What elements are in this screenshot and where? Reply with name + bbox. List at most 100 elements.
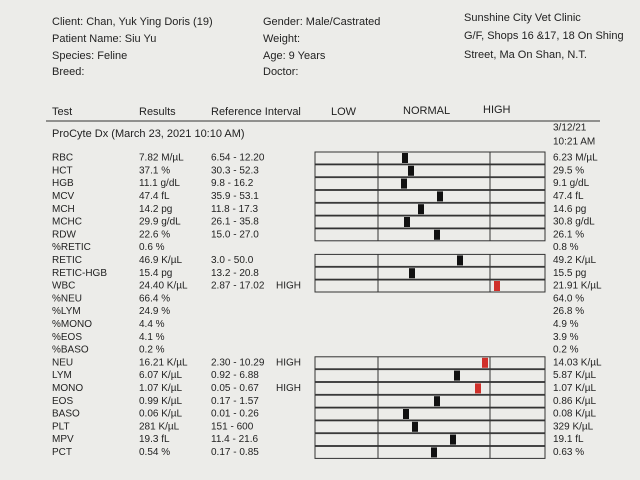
species: Species: Feline <box>52 50 127 62</box>
result: 46.9 K/µL <box>139 255 182 266</box>
previous-result: 0.86 K/µL <box>553 396 596 407</box>
result: 4.1 % <box>139 332 165 343</box>
col-header: LOW <box>331 106 357 118</box>
test-name: HCT <box>52 165 73 176</box>
flag: HIGH <box>276 281 301 292</box>
result: 0.54 % <box>139 447 170 458</box>
reference-range: 30.3 - 52.3 <box>211 165 259 176</box>
result: 0.2 % <box>139 345 165 356</box>
section-title: ProCyte Dx (March 23, 2021 10:10 AM) <box>52 128 245 140</box>
range-marker <box>404 217 410 227</box>
test-name: PLT <box>52 421 70 432</box>
reference-range: 0.17 - 1.57 <box>211 396 259 407</box>
col-header: Results <box>139 106 176 118</box>
previous-time: 10:21 AM <box>553 137 595 148</box>
result: 37.1 % <box>139 165 170 176</box>
previous-result: 14.6 pg <box>553 204 586 215</box>
test-name: WBC <box>52 281 75 292</box>
range-bar <box>314 394 546 408</box>
previous-result: 26.1 % <box>553 229 584 240</box>
reference-range: 26.1 - 35.8 <box>211 217 259 228</box>
test-name: MCV <box>52 191 75 202</box>
previous-result: 49.2 K/µL <box>553 255 596 266</box>
previous-result: 21.91 K/µL <box>553 281 602 292</box>
age: Age: 9 Years <box>263 50 326 62</box>
previous-result: 4.9 % <box>553 319 579 330</box>
range-bar <box>314 189 546 203</box>
range-marker <box>434 229 440 240</box>
range-bar <box>314 445 546 459</box>
range-bar <box>314 177 546 191</box>
reference-range: 6.54 - 12.20 <box>211 153 265 164</box>
range-marker <box>475 383 481 394</box>
range-marker <box>437 191 443 202</box>
reference-range: 0.01 - 0.26 <box>211 409 259 420</box>
gender: Gender: Male/Castrated <box>263 16 380 28</box>
range-bar <box>314 420 546 434</box>
test-name: RDW <box>52 229 76 240</box>
previous-result: 0.8 % <box>553 242 579 253</box>
range-marker <box>450 434 456 445</box>
range-bar <box>314 164 546 178</box>
result: 4.4 % <box>139 319 165 330</box>
previous-result: 5.87 K/µL <box>553 370 596 381</box>
reference-range: 2.87 - 17.02 <box>211 281 265 292</box>
result: 22.6 % <box>139 229 170 240</box>
range-marker <box>403 409 409 419</box>
range-bar <box>314 356 546 370</box>
range-marker <box>408 165 414 176</box>
result: 0.6 % <box>139 242 165 253</box>
result: 24.40 K/µL <box>139 281 188 292</box>
previous-result: 29.5 % <box>553 165 584 176</box>
col-header: NORMAL <box>403 105 450 117</box>
test-name: %BASO <box>52 345 89 356</box>
result: 281 K/µL <box>139 421 180 432</box>
test-name: %NEU <box>52 293 82 304</box>
clinic-line: Street, Ma On Shan, N.T. <box>464 49 587 61</box>
reference-range: 0.92 - 6.88 <box>211 370 259 381</box>
reference-range: 13.2 - 20.8 <box>211 268 259 279</box>
flag: HIGH <box>276 383 301 394</box>
range-marker <box>401 178 407 189</box>
result: 16.21 K/µL <box>139 357 188 368</box>
range-bar <box>314 215 546 229</box>
result: 0.99 K/µL <box>139 396 182 407</box>
test-name: %RETIC <box>52 242 91 253</box>
reference-range: 11.4 - 21.6 <box>211 434 259 445</box>
range-bar <box>314 433 546 447</box>
previous-result: 47.4 fL <box>553 191 584 202</box>
result: 15.4 pg <box>139 268 172 279</box>
test-name: MPV <box>52 434 74 445</box>
reference-range: 15.0 - 27.0 <box>211 229 259 240</box>
clinic-line: Sunshine City Vet Clinic <box>464 12 581 24</box>
test-name: NEU <box>52 357 73 368</box>
reference-range: 151 - 600 <box>211 421 254 432</box>
previous-result: 0.2 % <box>553 345 579 356</box>
previous-result: 3.9 % <box>553 332 579 343</box>
range-bar <box>314 369 546 383</box>
test-name: MCHC <box>52 217 82 228</box>
test-name: LYM <box>52 370 72 381</box>
previous-date: 3/12/21 <box>553 123 587 134</box>
result: 19.3 fL <box>139 434 170 445</box>
range-marker <box>409 268 415 279</box>
reference-range: 0.05 - 0.67 <box>211 383 259 394</box>
test-name: PCT <box>52 447 72 458</box>
range-marker <box>454 370 460 381</box>
reference-range: 2.30 - 10.29 <box>211 357 265 368</box>
range-marker <box>402 153 408 163</box>
col-header: Reference Interval <box>211 106 301 118</box>
test-name: %EOS <box>52 332 82 343</box>
test-name: RETIC-HGB <box>52 268 107 279</box>
test-name: %LYM <box>52 306 81 317</box>
range-bar <box>314 228 546 242</box>
range-marker <box>412 421 418 432</box>
flag: HIGH <box>276 357 301 368</box>
result: 0.06 K/µL <box>139 409 182 420</box>
result: 66.4 % <box>139 293 170 304</box>
range-bar <box>314 253 546 267</box>
reference-range: 35.9 - 53.1 <box>211 191 259 202</box>
range-bar <box>314 407 546 421</box>
clinic-line: G/F, Shops 16 &17, 18 On Shing <box>464 30 624 42</box>
range-marker <box>494 281 500 291</box>
